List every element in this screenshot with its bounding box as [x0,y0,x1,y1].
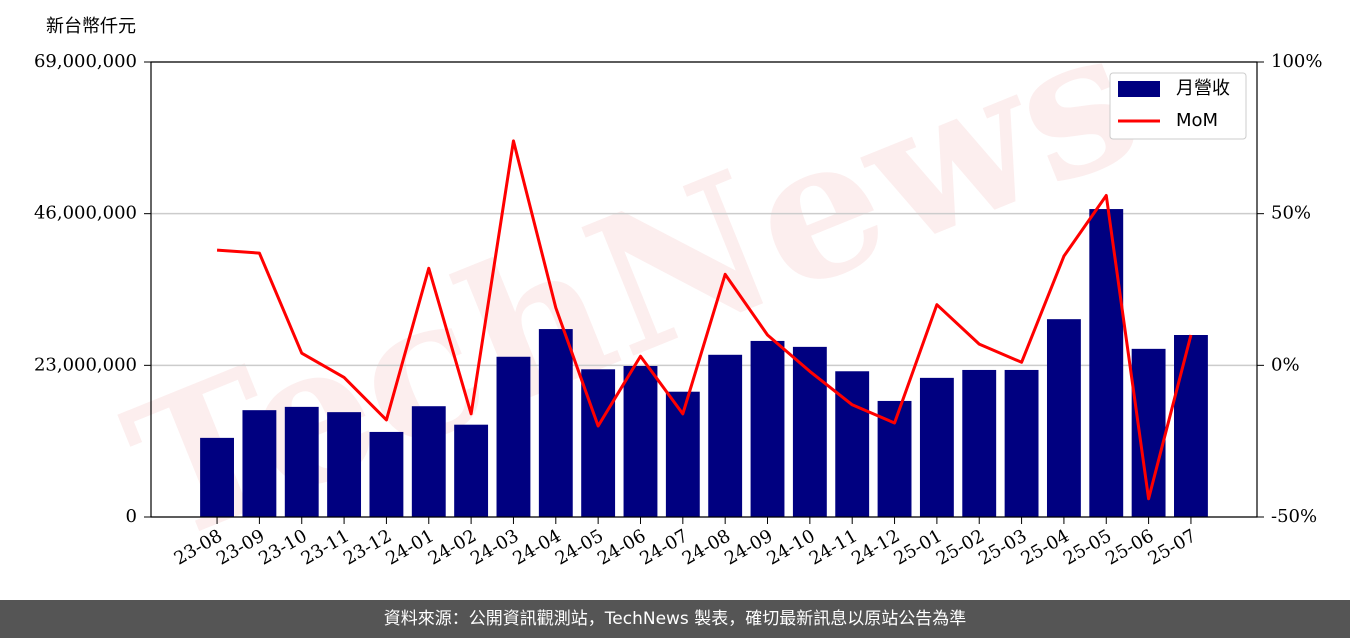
y2-tick-label: 100% [1271,51,1322,72]
x-tick-label: 25-07 [1145,525,1200,569]
y-tick-label: 0 [126,506,137,527]
y-axis-label: 新台幣仟元 [46,16,136,37]
bar [454,424,489,517]
bar [792,346,827,517]
bar [242,410,277,517]
bar [750,340,785,517]
bar [1004,369,1039,517]
bar [708,354,743,517]
y-tick-label: 69,000,000 [34,51,137,72]
bar [919,377,954,517]
legend-label: 月營收 [1176,78,1230,99]
y-tick-label: 23,000,000 [34,354,137,375]
line [216,139,1193,501]
bar [962,369,997,517]
bar [538,329,573,517]
bar [623,365,658,517]
legend-swatch [1118,81,1160,97]
bar [369,431,404,517]
y2-tick-label: -50% [1271,506,1317,527]
bar [1174,335,1208,517]
bar [284,406,319,517]
bar [200,437,234,517]
bar [411,406,446,517]
plot-frame [150,61,1258,518]
y2-tick-label: 50% [1271,203,1311,224]
bar [327,412,362,517]
y2-tick-label: 0% [1271,354,1300,375]
chart: 新台幣仟元 TechNews023,000,00046,000,00069,00… [34,0,1323,586]
bar [496,356,531,517]
y-tick-label: 46,000,000 [34,203,137,224]
bar [1046,319,1081,517]
bar [1089,209,1124,517]
bar [835,371,870,517]
legend-label: MoM [1176,110,1218,131]
footer: 資料來源：公開資訊觀測站，TechNews 製表，確切最新訊息以原站公告為準 [0,600,1350,638]
